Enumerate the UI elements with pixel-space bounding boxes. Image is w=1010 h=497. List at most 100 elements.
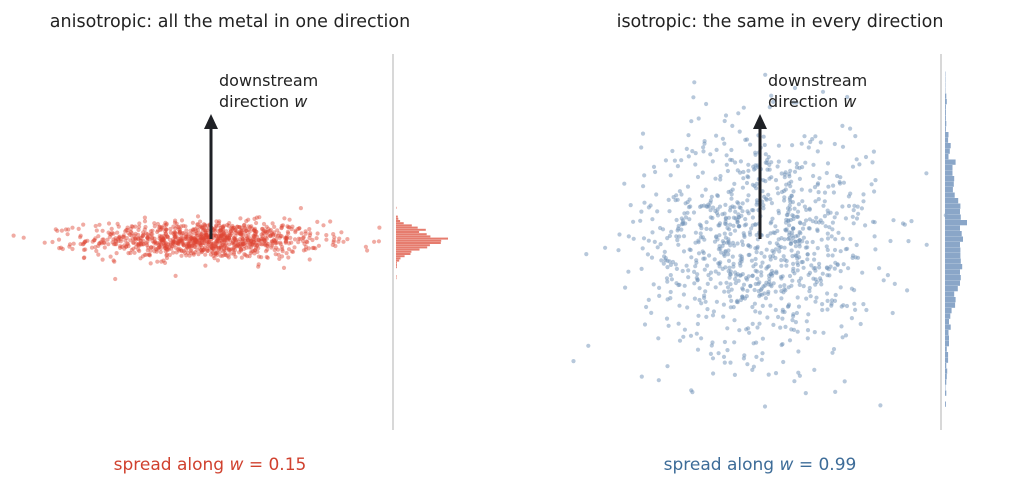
scatter-point xyxy=(198,236,203,241)
scatter-point xyxy=(306,246,311,251)
scatter-point xyxy=(161,236,166,241)
scatter-point xyxy=(129,233,134,238)
histogram-bar xyxy=(945,181,954,187)
scatter-point xyxy=(843,216,849,221)
scatter-point xyxy=(166,242,171,247)
scatter-point xyxy=(209,249,215,254)
histogram-bar xyxy=(945,363,947,369)
scatter-point xyxy=(586,343,591,348)
scatter-point xyxy=(721,354,727,359)
scatter-point xyxy=(283,235,289,240)
scatter-point xyxy=(676,223,681,229)
scatter-point xyxy=(173,273,178,278)
scatter-point xyxy=(768,197,773,202)
scatter-point xyxy=(195,240,200,245)
scatter-point xyxy=(216,236,221,241)
scatter-point xyxy=(796,349,801,354)
scatter-point xyxy=(831,190,837,195)
histogram-bar xyxy=(945,319,949,325)
histogram-bar xyxy=(945,324,951,330)
histogram-bar xyxy=(945,143,951,149)
arrowhead-icon xyxy=(204,114,218,129)
scatter-point xyxy=(734,273,739,278)
scatter-point xyxy=(218,240,223,245)
histogram-bar xyxy=(945,352,949,358)
scatter-point xyxy=(278,233,283,239)
histogram-bar xyxy=(396,275,397,277)
scatter-point xyxy=(142,215,147,220)
scatter-point xyxy=(171,250,176,255)
scatter-point xyxy=(251,235,256,240)
scatter-point xyxy=(196,228,201,233)
scatter-point xyxy=(708,270,714,275)
scatter-point xyxy=(238,243,244,248)
scatter-point xyxy=(264,243,270,248)
scatter-point xyxy=(757,310,763,315)
scatter-point xyxy=(112,259,117,264)
scatter-point xyxy=(198,231,203,236)
scatter-point xyxy=(164,222,169,228)
histogram-bar xyxy=(945,121,947,127)
scatter-point xyxy=(791,226,796,231)
scatter-point xyxy=(810,219,815,224)
scatter-point xyxy=(239,230,244,235)
scatter-point xyxy=(878,403,883,408)
scatter-point xyxy=(215,258,220,263)
scatter-point xyxy=(123,244,129,249)
scatter-point xyxy=(205,228,210,233)
scatter-point xyxy=(280,244,285,250)
scatter-point xyxy=(776,159,781,164)
scatter-point xyxy=(646,238,651,243)
scatter-point xyxy=(293,228,298,233)
scatter-point xyxy=(722,360,727,365)
marginal-histogram-isotropic xyxy=(945,71,967,407)
scatter-point xyxy=(797,282,802,287)
scatter-point xyxy=(115,230,120,235)
scatter-point xyxy=(665,236,670,241)
scatter-point xyxy=(743,217,748,222)
scatter-point xyxy=(222,242,227,247)
scatter-point xyxy=(721,302,727,307)
scatter-point xyxy=(257,238,262,243)
annotation-line1-anisotropic: downstream xyxy=(219,71,318,90)
scatter-point xyxy=(723,216,728,221)
scatter-point xyxy=(214,248,219,254)
scatter-point xyxy=(125,227,130,232)
annotation-line1-isotropic: downstream xyxy=(768,71,867,90)
histogram-bar xyxy=(396,231,420,233)
scatter-point xyxy=(71,241,76,246)
scatter-point xyxy=(796,304,802,309)
histogram-bar xyxy=(945,187,953,193)
scatter-point xyxy=(113,242,118,247)
scatter-point xyxy=(704,220,709,225)
scatter-point xyxy=(710,159,715,164)
scatter-point xyxy=(750,273,755,278)
scatter-point xyxy=(193,241,198,246)
scatter-point xyxy=(310,237,315,243)
scatter-point xyxy=(223,234,228,239)
scatter-point xyxy=(145,235,150,240)
scatter-point xyxy=(269,239,274,244)
scatter-point xyxy=(708,215,713,220)
scatter-point xyxy=(790,318,795,323)
histogram-bar xyxy=(945,110,946,116)
scatter-point xyxy=(145,243,150,248)
scatter-point xyxy=(218,228,223,233)
scatter-point xyxy=(162,245,167,251)
histogram-bar xyxy=(396,224,412,227)
scatter-point xyxy=(754,202,759,207)
scatter-point xyxy=(771,322,776,327)
scatter-point xyxy=(241,241,246,247)
scatter-point xyxy=(153,241,158,246)
scatter-point xyxy=(303,244,309,249)
scatter-point xyxy=(290,249,296,254)
scatter-point xyxy=(731,264,736,269)
scatter-point xyxy=(237,250,242,255)
scatter-point xyxy=(100,237,105,242)
scatter-point xyxy=(230,239,235,244)
scatter-point xyxy=(859,206,865,211)
scatter-point xyxy=(254,244,259,249)
scatter-point xyxy=(248,251,253,256)
scatter-point xyxy=(110,230,115,235)
scatter-point xyxy=(163,241,168,246)
